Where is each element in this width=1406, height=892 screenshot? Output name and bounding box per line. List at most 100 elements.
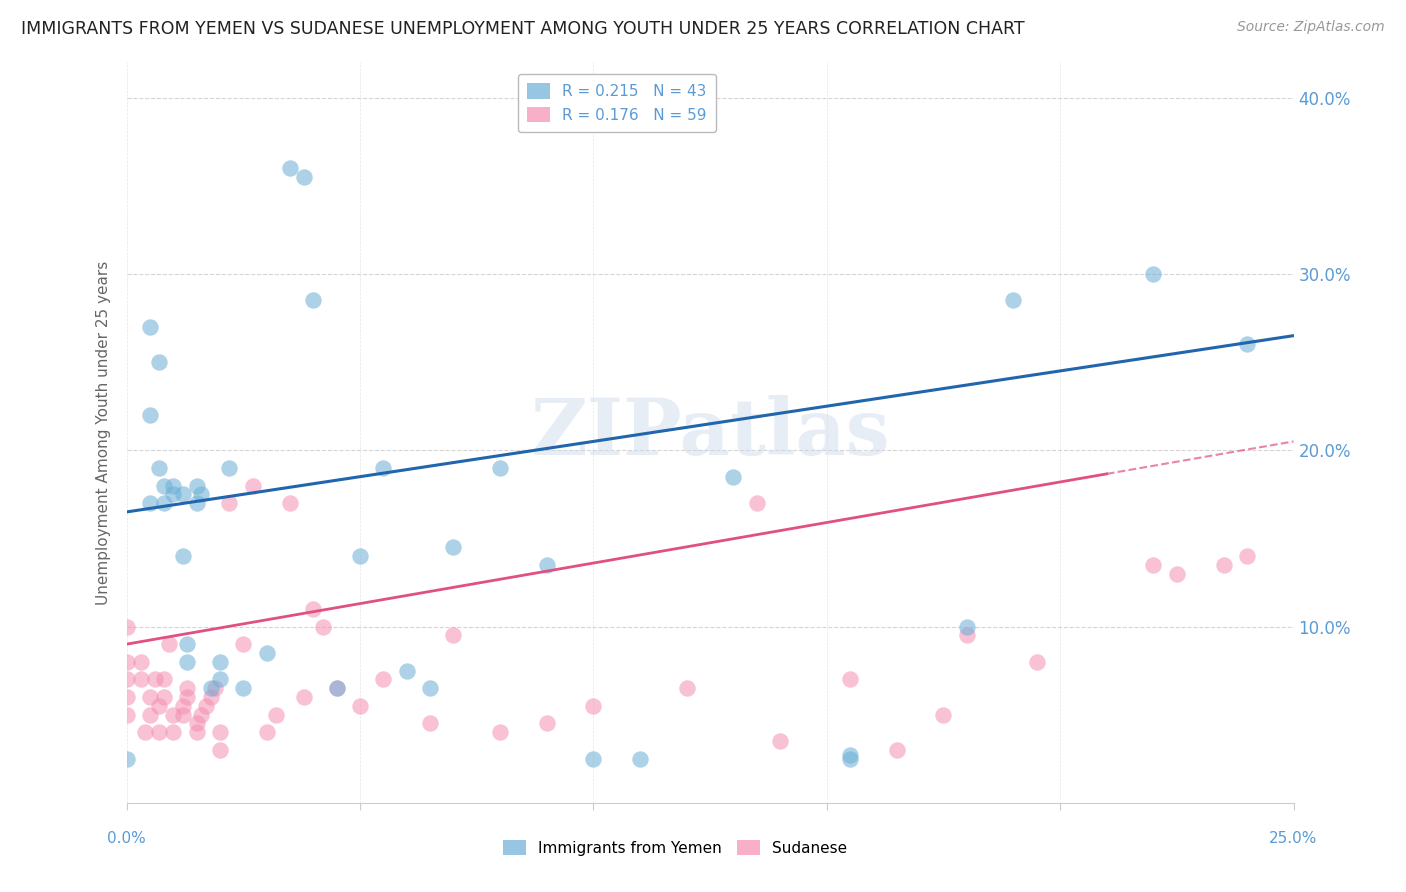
Point [208, 673, 231, 687]
Point [582, 752, 605, 766]
Point [1166, 566, 1188, 581]
Text: Source: ZipAtlas.com: Source: ZipAtlas.com [1237, 20, 1385, 34]
Point [745, 496, 768, 510]
Point [218, 496, 240, 510]
Point [176, 655, 198, 669]
Point [162, 725, 184, 739]
Point [129, 655, 152, 669]
Point [115, 707, 138, 722]
Point [311, 619, 333, 633]
Point [302, 602, 325, 616]
Point [582, 698, 605, 713]
Point [139, 319, 162, 334]
Point [325, 681, 347, 696]
Point [1142, 558, 1164, 572]
Point [115, 752, 138, 766]
Point [292, 169, 315, 184]
Point [148, 355, 170, 369]
Point [143, 673, 166, 687]
Point [176, 681, 198, 696]
Point [839, 748, 862, 763]
Point [148, 725, 170, 739]
Point [200, 690, 222, 704]
Point [157, 637, 180, 651]
Text: 25.0%: 25.0% [1270, 831, 1317, 846]
Point [1142, 267, 1164, 281]
Point [162, 707, 184, 722]
Point [256, 646, 278, 660]
Point [153, 673, 176, 687]
Point [176, 637, 198, 651]
Point [723, 469, 745, 483]
Point [139, 496, 162, 510]
Point [242, 478, 264, 492]
Point [115, 690, 138, 704]
Point [186, 716, 208, 731]
Point [162, 478, 184, 492]
Point [1002, 293, 1025, 308]
Point [395, 664, 418, 678]
Point [349, 698, 371, 713]
Point [278, 496, 301, 510]
Point [190, 707, 212, 722]
Point [153, 478, 176, 492]
Point [153, 496, 176, 510]
Point [172, 549, 194, 563]
Point [256, 725, 278, 739]
Point [441, 540, 464, 554]
Text: IMMIGRANTS FROM YEMEN VS SUDANESE UNEMPLOYMENT AMONG YOUTH UNDER 25 YEARS CORREL: IMMIGRANTS FROM YEMEN VS SUDANESE UNEMPL… [21, 20, 1025, 37]
Point [139, 408, 162, 422]
Point [419, 681, 441, 696]
Point [115, 619, 138, 633]
Point [232, 637, 254, 651]
Point [1212, 558, 1234, 572]
Point [1236, 337, 1258, 351]
Point [956, 628, 979, 642]
Point [675, 681, 697, 696]
Point [349, 549, 371, 563]
Point [148, 461, 170, 475]
Point [292, 690, 315, 704]
Point [373, 461, 395, 475]
Point [172, 487, 194, 501]
Point [208, 725, 231, 739]
Point [162, 487, 184, 501]
Point [172, 698, 194, 713]
Point [134, 725, 156, 739]
Point [139, 707, 162, 722]
Point [536, 558, 558, 572]
Point [769, 734, 792, 748]
Text: 0.0%: 0.0% [107, 831, 146, 846]
Point [115, 673, 138, 687]
Point [419, 716, 441, 731]
Point [186, 725, 208, 739]
Point [208, 655, 231, 669]
Y-axis label: Unemployment Among Youth under 25 years: Unemployment Among Youth under 25 years [96, 260, 111, 605]
Point [536, 716, 558, 731]
Point [148, 698, 170, 713]
Point [115, 655, 138, 669]
Point [176, 690, 198, 704]
Point [186, 478, 208, 492]
Point [278, 161, 301, 176]
Point [302, 293, 325, 308]
Point [153, 690, 176, 704]
Point [839, 752, 862, 766]
Point [325, 681, 347, 696]
Point [441, 628, 464, 642]
Point [1025, 655, 1047, 669]
Point [232, 681, 254, 696]
Legend: Immigrants from Yemen, Sudanese: Immigrants from Yemen, Sudanese [496, 834, 853, 862]
Point [200, 681, 222, 696]
Point [194, 698, 217, 713]
Point [204, 681, 226, 696]
Point [264, 707, 287, 722]
Point [839, 673, 862, 687]
Point [373, 673, 395, 687]
Point [956, 619, 979, 633]
Text: ZIPatlas: ZIPatlas [530, 394, 890, 471]
Point [932, 707, 955, 722]
Point [489, 725, 512, 739]
Point [139, 690, 162, 704]
Point [1236, 549, 1258, 563]
